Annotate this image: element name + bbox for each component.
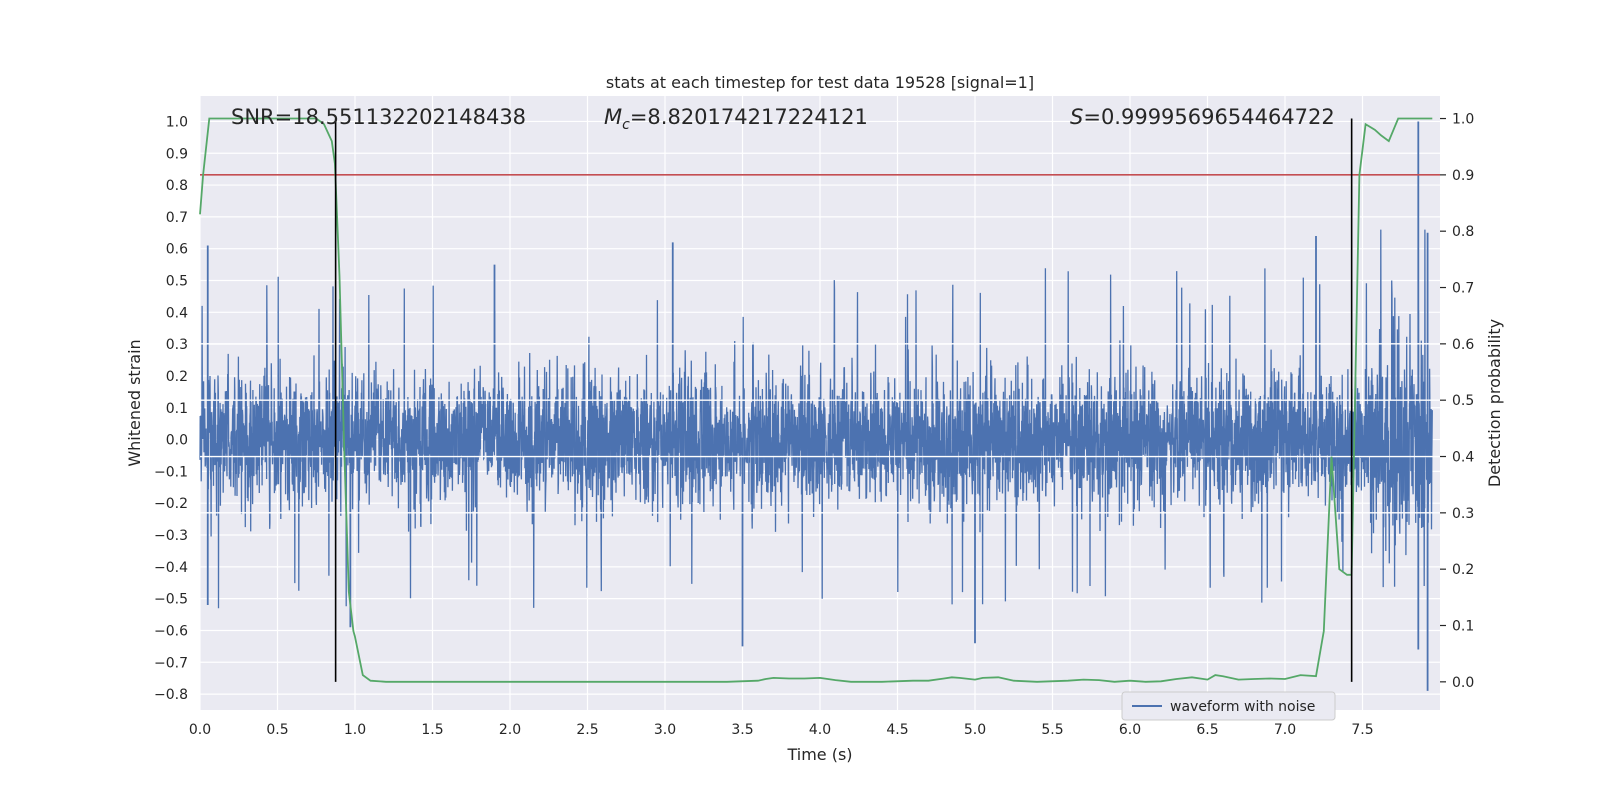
y2-tick-label: 0.2 [1452,562,1474,578]
y-tick-label: 0.1 [166,401,188,417]
y2-tick-label: 0.6 [1452,337,1474,353]
legend-box [1121,691,1336,721]
y2-tick-label: 0.5 [1452,393,1474,409]
legend: waveform with noise [1121,691,1336,721]
y-tick-label: 0.2 [166,369,188,385]
y2-tick-label: 1.0 [1452,112,1474,128]
x-tick-label: 5.0 [964,722,986,738]
x-tick-label: 4.5 [886,722,908,738]
y-tick-label: −0.4 [154,560,188,576]
y-tick-label: −0.6 [154,623,188,639]
x-tick-label: 6.5 [1196,722,1218,738]
y-tick-label: 0.9 [166,146,188,162]
chirp-mass-value: =8.820174217224121 [630,105,868,129]
y2-axis-label: Detection probability [1485,319,1504,487]
score-symbol: S [1070,105,1083,129]
y-tick-label: 0.0 [166,433,188,449]
y-tick-label: −0.1 [154,464,188,480]
detection-probability-line [199,117,1433,683]
score-annotation: S=0.9999569654464722 [1070,105,1335,129]
x-tick-label: 3.0 [654,722,676,738]
event-markers [334,118,1353,682]
y2-tick-label: 0.4 [1452,450,1474,466]
y-tick-label: 0.7 [166,210,188,226]
y-tick-label: −0.2 [154,496,188,512]
x-tick-label: 1.0 [344,722,366,738]
y2-tick-label: 0.0 [1452,675,1474,691]
probability-series [199,117,1433,683]
x-axis-ticks: 0.0 0.5 1.0 1.5 2.0 2.5 3.0 3.5 4.0 4.5 5.0 5.5 6.0 6… [189,722,1374,738]
y-tick-label: 0.4 [166,305,188,321]
x-tick-label: 2.5 [576,722,598,738]
y-tick-label: 0.6 [166,242,188,258]
x-tick-label: 7.0 [1274,722,1296,738]
y-tick-label: 0.3 [166,337,188,353]
chirp-mass-subscript: c [622,117,630,133]
y-axis-label: Whitened strain [125,339,144,466]
score-value: =0.9999569654464722 [1083,105,1334,129]
x-tick-label: 0.0 [189,722,211,738]
x-tick-label: 1.5 [421,722,443,738]
x-tick-label: 0.5 [266,722,288,738]
legend-label-waveform: waveform with noise [1170,699,1315,715]
y2-tick-label: 0.9 [1452,168,1474,184]
x-tick-label: 5.5 [1041,722,1063,738]
y-tick-label: −0.7 [154,655,188,671]
y-tick-label: −0.5 [154,592,188,608]
x-tick-label: 4.0 [809,722,831,738]
y2-tick-label: 0.3 [1452,506,1474,522]
snr-annotation: SNR=18.551132202148438 [231,105,526,129]
y-tick-label: −0.8 [154,687,188,703]
y2-tick-label: 0.1 [1452,619,1474,635]
x-tick-label: 3.5 [731,722,753,738]
chirp-mass-annotation: Mc=8.820174217224121 [604,105,868,133]
y-tick-label: −0.3 [154,528,188,544]
y-tick-label: 0.5 [166,274,188,290]
y2-axis-ticks: 1.0 0.9 0.8 0.7 0.6 0.5 0.4 0.3 0.2 0.1 0.0 [1440,112,1474,691]
y-axis-ticks: 1.0 0.9 0.8 0.7 0.6 0.5 0.4 0.3 0.2 0.1 0.0 −0.1 −0.… [154,114,188,703]
chirp-mass-symbol: M [604,105,622,129]
x-axis-label: Time (s) [786,745,852,764]
x-tick-label: 2.0 [499,722,521,738]
y2-tick-label: 0.8 [1452,224,1474,240]
chart-title: stats at each timestep for test data 195… [606,73,1034,92]
x-tick-label: 7.5 [1351,722,1373,738]
reference-lines [200,174,1440,514]
x-tick-label: 6.0 [1119,722,1141,738]
y2-tick-label: 0.7 [1452,281,1474,297]
y-tick-label: 1.0 [166,114,188,130]
y-tick-label: 0.8 [166,178,188,194]
